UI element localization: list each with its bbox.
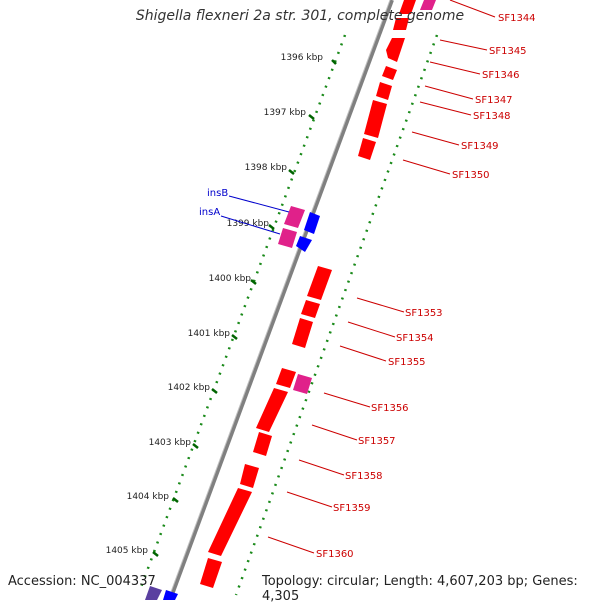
kbp-label: 1405 kbp xyxy=(106,546,149,556)
gene-purple[interactable] xyxy=(145,586,162,600)
gene-leader-lines xyxy=(267,0,496,554)
gene-label: SF1344 xyxy=(498,13,536,24)
gene-insa[interactable] xyxy=(278,228,297,248)
gene-sf1357[interactable] xyxy=(256,388,288,432)
kbp-label: 1396 kbp xyxy=(281,53,324,63)
gene-label: SF1348 xyxy=(473,111,511,122)
gene-label: SF1346 xyxy=(482,70,520,81)
gene-label: SF1354 xyxy=(396,333,434,344)
gene-label: SF1353 xyxy=(405,308,443,319)
inner-scale-track xyxy=(234,34,439,596)
ins-label: insB xyxy=(207,188,228,199)
gene-sf1358[interactable] xyxy=(253,432,272,456)
gene-tail[interactable] xyxy=(200,558,222,588)
gene-sf1345[interactable] xyxy=(393,18,409,30)
gene-label: SF1347 xyxy=(475,95,513,106)
genome-backbone xyxy=(168,0,394,600)
gene-label: SF1355 xyxy=(388,357,426,368)
gene-sf1347[interactable] xyxy=(382,66,397,80)
kbp-label: 1404 kbp xyxy=(127,492,170,502)
gene-sf1360[interactable] xyxy=(208,488,252,556)
gene-sf1349[interactable] xyxy=(364,100,387,138)
gene-sf1348[interactable] xyxy=(376,82,392,100)
kbp-label: 1401 kbp xyxy=(188,329,231,339)
gene-label: SF1356 xyxy=(371,403,409,414)
gene-sf1359[interactable] xyxy=(240,464,259,488)
ins-annotations: insB insA xyxy=(199,188,290,235)
gene-sf1356[interactable] xyxy=(276,368,296,388)
kbp-label: 1403 kbp xyxy=(149,438,192,448)
gene-label: SF1359 xyxy=(333,503,371,514)
gene-label: SF1358 xyxy=(345,471,383,482)
gene-label: SF1350 xyxy=(452,170,490,181)
gene-label: SF1357 xyxy=(358,436,396,447)
gene-features xyxy=(145,0,436,600)
gene-label: SF1360 xyxy=(316,549,354,560)
gene-labels: SF1344 SF1345 SF1346 SF1347 SF1348 SF134… xyxy=(316,13,536,560)
gene-label: SF1349 xyxy=(461,141,499,152)
accession-label: Accession: NC_004337 xyxy=(8,574,156,589)
ins-label: insA xyxy=(199,207,220,218)
kbp-label: 1400 kbp xyxy=(209,274,252,284)
gene-blue-2[interactable] xyxy=(296,236,312,252)
gene-sf1353[interactable] xyxy=(307,266,332,300)
genome-title: Shigella flexneri 2a str. 301, complete … xyxy=(135,8,465,24)
gene-blue-1[interactable] xyxy=(304,212,320,234)
gene-label: SF1345 xyxy=(489,46,527,57)
kbp-ticks xyxy=(152,59,337,557)
gene-insb[interactable] xyxy=(284,206,305,228)
gene-pink-2[interactable] xyxy=(293,374,312,394)
gene-sf1354[interactable] xyxy=(301,300,320,318)
gene-pink[interactable] xyxy=(420,0,436,10)
gene-sf1350[interactable] xyxy=(358,138,376,160)
gene-sf1355[interactable] xyxy=(292,318,313,348)
genome-backbone-highlight xyxy=(167,0,391,600)
kbp-label: 1397 kbp xyxy=(264,108,307,118)
gene-blue-3[interactable] xyxy=(163,590,178,600)
kbp-label: 1398 kbp xyxy=(245,163,288,173)
gene-sf1344[interactable] xyxy=(399,0,416,14)
gene-sf1346[interactable] xyxy=(386,38,405,62)
kbp-label: 1402 kbp xyxy=(168,383,211,393)
